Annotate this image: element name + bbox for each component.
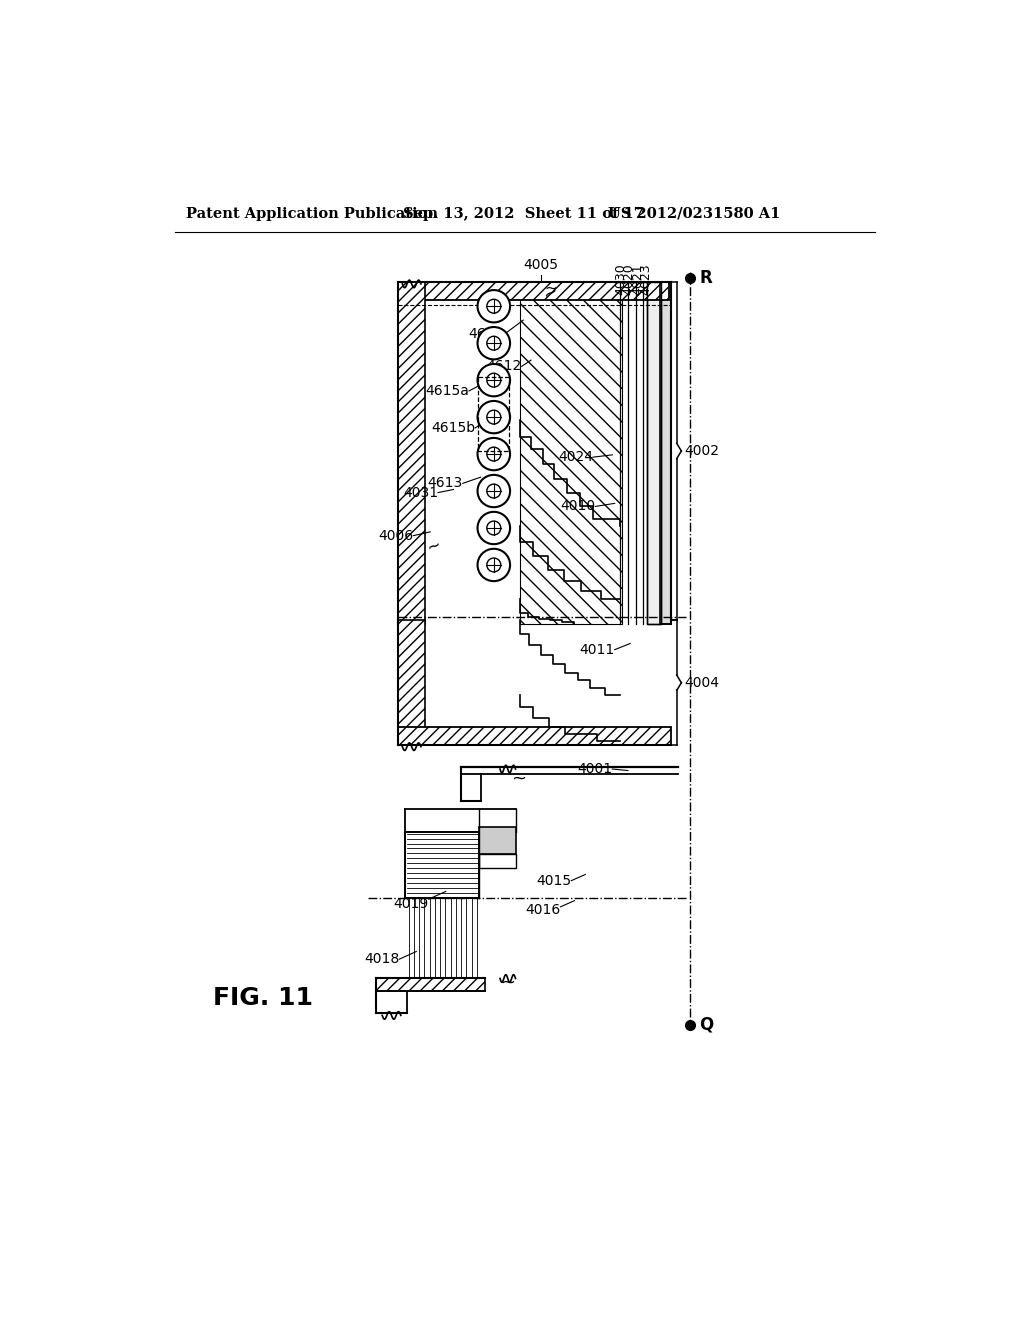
Text: ~: ~ bbox=[424, 536, 443, 557]
Circle shape bbox=[477, 475, 510, 507]
Text: 4024: 4024 bbox=[558, 450, 593, 465]
Text: 4021: 4021 bbox=[631, 264, 644, 296]
Text: US 2012/0231580 A1: US 2012/0231580 A1 bbox=[608, 207, 781, 220]
Text: 4020: 4020 bbox=[623, 264, 636, 296]
Text: 4031: 4031 bbox=[402, 486, 438, 499]
Circle shape bbox=[477, 512, 510, 544]
Bar bbox=[520, 281, 623, 624]
Bar bbox=[397, 620, 425, 744]
Text: 4011: 4011 bbox=[580, 643, 614, 656]
Text: FIG. 11: FIG. 11 bbox=[213, 986, 313, 1010]
Text: 4002: 4002 bbox=[684, 444, 720, 458]
Text: Patent Application Publication: Patent Application Publication bbox=[186, 207, 438, 220]
Circle shape bbox=[477, 549, 510, 581]
Text: 4005: 4005 bbox=[523, 259, 558, 272]
Text: 4006: 4006 bbox=[378, 529, 414, 543]
Text: 4615a: 4615a bbox=[425, 384, 469, 397]
Text: R: R bbox=[699, 269, 712, 286]
Text: 4023: 4023 bbox=[640, 264, 652, 296]
Text: 4613: 4613 bbox=[428, 477, 463, 490]
Text: ~: ~ bbox=[544, 280, 557, 296]
Circle shape bbox=[477, 327, 510, 359]
Text: 4001: 4001 bbox=[578, 762, 612, 776]
Bar bbox=[647, 281, 662, 624]
Circle shape bbox=[477, 438, 510, 470]
Bar bbox=[397, 726, 671, 744]
Text: 4614: 4614 bbox=[469, 327, 504, 341]
Bar bbox=[397, 281, 669, 300]
Bar bbox=[659, 281, 671, 624]
Bar bbox=[478, 378, 509, 451]
Circle shape bbox=[477, 401, 510, 433]
Bar bbox=[397, 281, 425, 624]
Text: ~: ~ bbox=[501, 973, 515, 991]
Text: 4018: 4018 bbox=[364, 952, 399, 966]
Text: 4612: 4612 bbox=[486, 359, 521, 374]
Bar bbox=[406, 832, 479, 898]
Text: Sep. 13, 2012  Sheet 11 of 17: Sep. 13, 2012 Sheet 11 of 17 bbox=[403, 207, 644, 220]
Text: 4615b: 4615b bbox=[431, 421, 475, 434]
Text: 4015: 4015 bbox=[537, 874, 571, 887]
Text: ~: ~ bbox=[511, 770, 526, 787]
Bar bbox=[406, 832, 479, 898]
Bar bbox=[647, 281, 662, 624]
Text: 4030: 4030 bbox=[614, 264, 627, 296]
Circle shape bbox=[477, 290, 510, 322]
Text: 4016: 4016 bbox=[525, 903, 560, 917]
Circle shape bbox=[477, 364, 510, 396]
Text: 4019: 4019 bbox=[393, 896, 429, 911]
Text: ~: ~ bbox=[540, 281, 561, 305]
Text: Q: Q bbox=[699, 1015, 714, 1034]
Text: 4004: 4004 bbox=[684, 676, 720, 690]
Text: 4010: 4010 bbox=[560, 499, 595, 513]
Bar bbox=[659, 281, 671, 624]
Bar bbox=[376, 978, 484, 991]
Bar bbox=[479, 826, 516, 854]
Bar bbox=[479, 854, 516, 869]
